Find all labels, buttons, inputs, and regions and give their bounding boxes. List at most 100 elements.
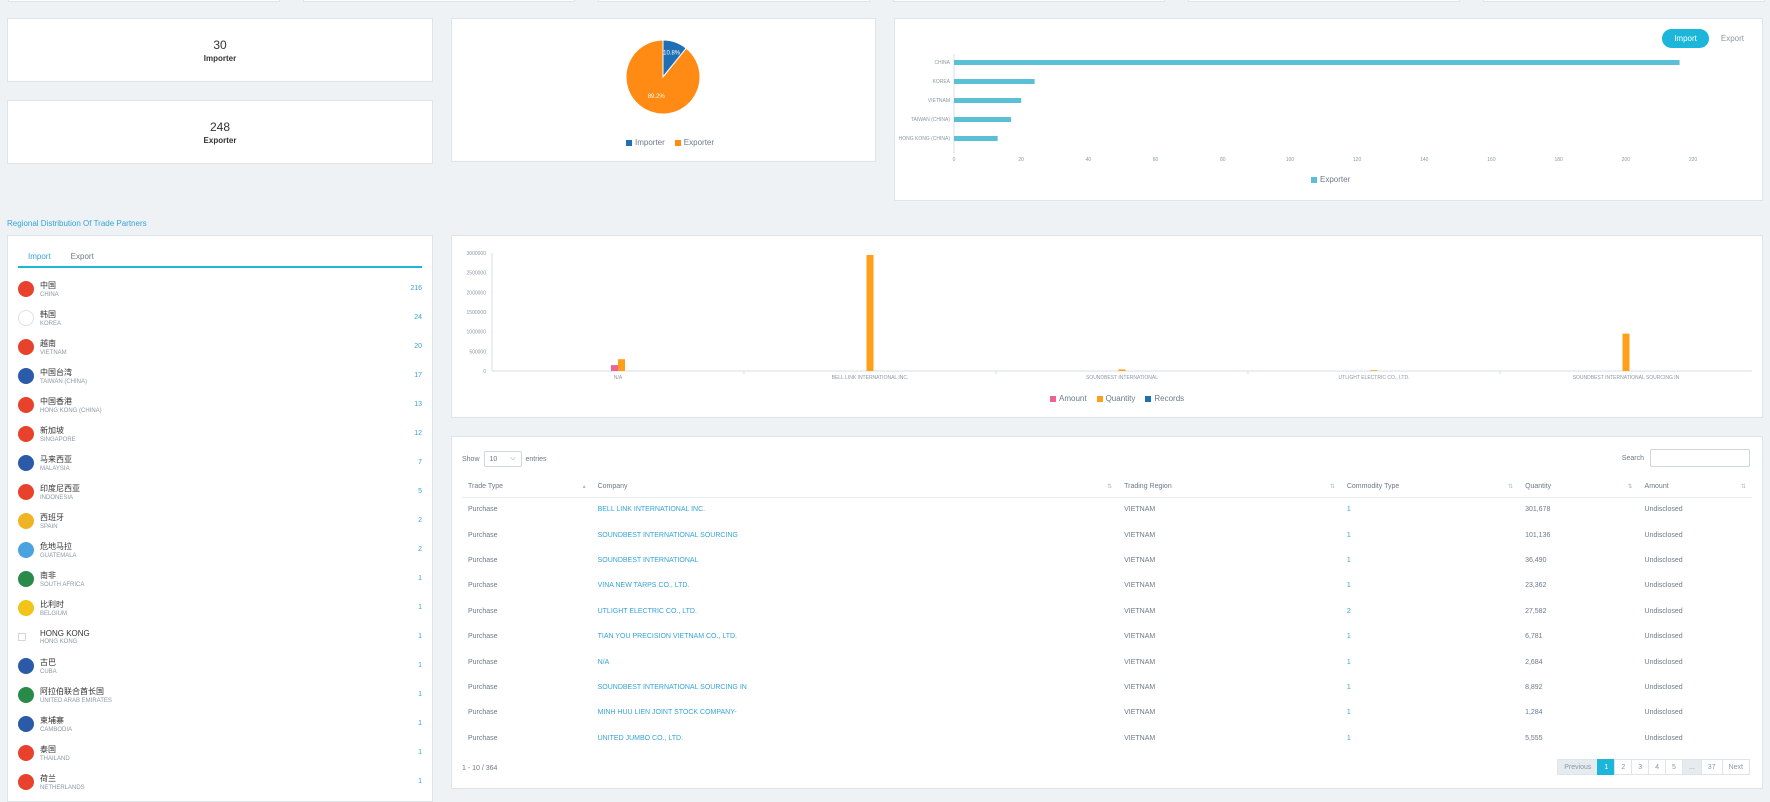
country-count[interactable]: 5 bbox=[418, 488, 422, 495]
commodity-link[interactable]: 1 bbox=[1346, 556, 1351, 564]
vbar-bar-quantity[interactable] bbox=[1622, 333, 1630, 371]
commodity-link[interactable]: 1 bbox=[1346, 658, 1351, 666]
company-link[interactable]: TIAN YOU PRECISION VIETNAM CO., LTD. bbox=[597, 633, 737, 641]
legend-importer[interactable]: Importer bbox=[626, 138, 665, 147]
tab-import[interactable]: Import bbox=[28, 252, 51, 261]
country-count[interactable]: 2 bbox=[418, 517, 422, 524]
company-link[interactable]: SOUNDBEST INTERNATIONAL SOURCING bbox=[597, 531, 738, 539]
country-count[interactable]: 1 bbox=[418, 691, 422, 698]
column-header[interactable]: Amount ⇅ bbox=[1638, 477, 1752, 498]
country-row[interactable]: 印度尼西亚 INDONESIA 5 bbox=[18, 477, 422, 506]
country-row[interactable]: HONG KONG HONG KONG 1 bbox=[18, 622, 422, 651]
page-button[interactable]: 4 bbox=[1648, 759, 1667, 775]
table-row[interactable]: Purchase SOUNDBEST INTERNATIONAL VIETNAM 1 3… bbox=[462, 548, 1752, 573]
hbar-bar[interactable] bbox=[954, 79, 1035, 84]
sort-icon[interactable]: ⇅ bbox=[1508, 484, 1514, 491]
column-header[interactable]: Company ⇅ bbox=[591, 477, 1119, 498]
country-count[interactable]: 1 bbox=[418, 778, 422, 785]
country-row[interactable]: 比利时 BELGIUM 1 bbox=[18, 593, 422, 622]
country-row[interactable]: 韩国 KOREA 24 bbox=[18, 303, 422, 332]
hbar-bar[interactable] bbox=[954, 117, 1012, 122]
page-button[interactable]: 3 bbox=[1631, 759, 1650, 775]
country-count[interactable]: 17 bbox=[414, 372, 422, 379]
country-row[interactable]: 泰国 THAILAND 1 bbox=[18, 738, 422, 767]
table-row[interactable]: Purchase TIAN YOU PRECISION VIETNAM CO., … bbox=[462, 624, 1752, 649]
country-row[interactable]: 西班牙 SPAIN 2 bbox=[18, 506, 422, 535]
sort-icon[interactable]: ⇅ bbox=[1627, 484, 1633, 491]
legend-exporter[interactable]: Exporter bbox=[674, 138, 714, 147]
column-header[interactable]: Commodity Type ⇅ bbox=[1340, 477, 1520, 498]
page-button[interactable]: 5 bbox=[1665, 759, 1683, 775]
import-toggle-button[interactable]: Import bbox=[1662, 29, 1709, 48]
table-row[interactable]: Purchase SOUNDBEST INTERNATIONAL SOURCING… bbox=[462, 522, 1752, 547]
table-row[interactable]: Purchase VINA NEW TARPS CO., LTD. VIETNAM 1… bbox=[462, 573, 1752, 598]
country-count[interactable]: 2 bbox=[418, 546, 422, 553]
vbar-bar-quantity[interactable] bbox=[618, 359, 625, 371]
table-row[interactable]: Purchase UTLIGHT ELECTRIC CO., LTD. VIETNA… bbox=[462, 599, 1752, 624]
commodity-link[interactable]: 1 bbox=[1346, 633, 1351, 641]
page-button[interactable]: 37 bbox=[1700, 759, 1723, 775]
country-row[interactable]: 中国香港 HONG KONG (CHINA) 13 bbox=[18, 390, 422, 419]
column-header[interactable]: Trading Region ⇅ bbox=[1118, 477, 1341, 498]
country-count[interactable]: 1 bbox=[418, 749, 422, 756]
company-link[interactable]: N/A bbox=[597, 658, 610, 666]
country-count[interactable]: 1 bbox=[418, 633, 422, 640]
country-row[interactable]: 柬埔寨 CAMBODIA 1 bbox=[18, 709, 422, 738]
company-link[interactable]: VINA NEW TARPS CO., LTD. bbox=[597, 582, 690, 590]
previous-page-button[interactable]: Previous bbox=[1557, 759, 1599, 775]
column-header[interactable]: Trade Type ▴ bbox=[462, 477, 592, 498]
company-link[interactable]: BELL LINK INTERNATIONAL INC. bbox=[597, 506, 706, 514]
commodity-link[interactable]: 1 bbox=[1346, 531, 1351, 539]
company-link[interactable]: MINH HUU LIEN JOINT STOCK COMPANY- bbox=[597, 709, 737, 717]
country-count[interactable]: 1 bbox=[418, 662, 422, 669]
commodity-link[interactable]: 2 bbox=[1346, 607, 1351, 615]
legend-records[interactable]: Records bbox=[1145, 394, 1184, 403]
country-count[interactable]: 1 bbox=[418, 575, 422, 582]
country-count[interactable]: 1 bbox=[418, 720, 422, 727]
legend-amount[interactable]: Amount bbox=[1050, 394, 1087, 403]
search-input[interactable] bbox=[1650, 449, 1750, 467]
country-count[interactable]: 12 bbox=[414, 430, 422, 437]
vbar-bar-quantity[interactable] bbox=[866, 254, 874, 371]
commodity-link[interactable]: 1 bbox=[1346, 734, 1351, 742]
vbar-bar-amount[interactable] bbox=[611, 365, 618, 371]
page-size-select[interactable]: 10 ⌵ bbox=[483, 451, 522, 467]
country-count[interactable]: 7 bbox=[418, 459, 422, 466]
country-count[interactable]: 20 bbox=[414, 343, 422, 350]
country-row[interactable]: 中国台湾 TAIWAN (CHINA) 17 bbox=[18, 361, 422, 390]
export-toggle-button[interactable]: Export bbox=[1720, 34, 1744, 43]
page-button[interactable]: ... bbox=[1681, 759, 1702, 775]
hbar-bar[interactable] bbox=[954, 60, 1680, 65]
table-row[interactable]: Purchase BELL LINK INTERNATIONAL INC. VIET… bbox=[462, 497, 1752, 522]
table-row[interactable]: Purchase SOUNDBEST INTERNATIONAL SOURCING… bbox=[462, 675, 1752, 700]
country-count[interactable]: 24 bbox=[414, 314, 422, 321]
tab-export[interactable]: Export bbox=[70, 252, 94, 261]
commodity-link[interactable]: 1 bbox=[1346, 683, 1351, 691]
page-button[interactable]: 1 bbox=[1597, 759, 1616, 775]
page-button[interactable]: 2 bbox=[1614, 759, 1633, 775]
commodity-link[interactable]: 1 bbox=[1346, 506, 1351, 514]
legend-quantity[interactable]: Quantity bbox=[1096, 394, 1135, 403]
sort-icon[interactable]: ▴ bbox=[582, 484, 586, 491]
vbar-bar-quantity[interactable] bbox=[1118, 369, 1126, 371]
country-row[interactable]: 危地马拉 GUATEMALA 2 bbox=[18, 535, 422, 564]
country-row[interactable]: 荷兰 NETHERLANDS 1 bbox=[18, 767, 422, 796]
country-row[interactable]: 古巴 CUBA 1 bbox=[18, 651, 422, 680]
country-row[interactable]: 中国 CHINA 216 bbox=[18, 274, 422, 303]
sort-icon[interactable]: ⇅ bbox=[1740, 484, 1746, 491]
commodity-link[interactable]: 1 bbox=[1346, 582, 1351, 590]
country-count[interactable]: 216 bbox=[410, 285, 422, 292]
country-row[interactable]: 新加坡 SINGAPORE 12 bbox=[18, 419, 422, 448]
table-row[interactable]: Purchase MINH HUU LIEN JOINT STOCK COMPAN… bbox=[462, 700, 1752, 725]
hbar-bar[interactable] bbox=[954, 98, 1022, 103]
country-row[interactable]: 南非 SOUTH AFRICA 1 bbox=[18, 564, 422, 593]
company-link[interactable]: SOUNDBEST INTERNATIONAL SOURCING IN bbox=[597, 683, 747, 691]
pie-slice-exporter[interactable] bbox=[625, 39, 701, 115]
table-row[interactable]: Purchase N/A VIETNAM 1 2,684 Undisclosed bbox=[462, 649, 1752, 674]
next-page-button[interactable]: Next bbox=[1721, 759, 1750, 775]
country-count[interactable]: 1 bbox=[418, 604, 422, 611]
company-link[interactable]: SOUNDBEST INTERNATIONAL bbox=[597, 556, 699, 564]
company-link[interactable]: UTLIGHT ELECTRIC CO., LTD. bbox=[597, 607, 697, 615]
legend-exporter-bar[interactable]: Exporter bbox=[1311, 175, 1350, 184]
country-row[interactable]: 阿拉伯联合酋长国 UNITED ARAB EMIRATES 1 bbox=[18, 680, 422, 709]
